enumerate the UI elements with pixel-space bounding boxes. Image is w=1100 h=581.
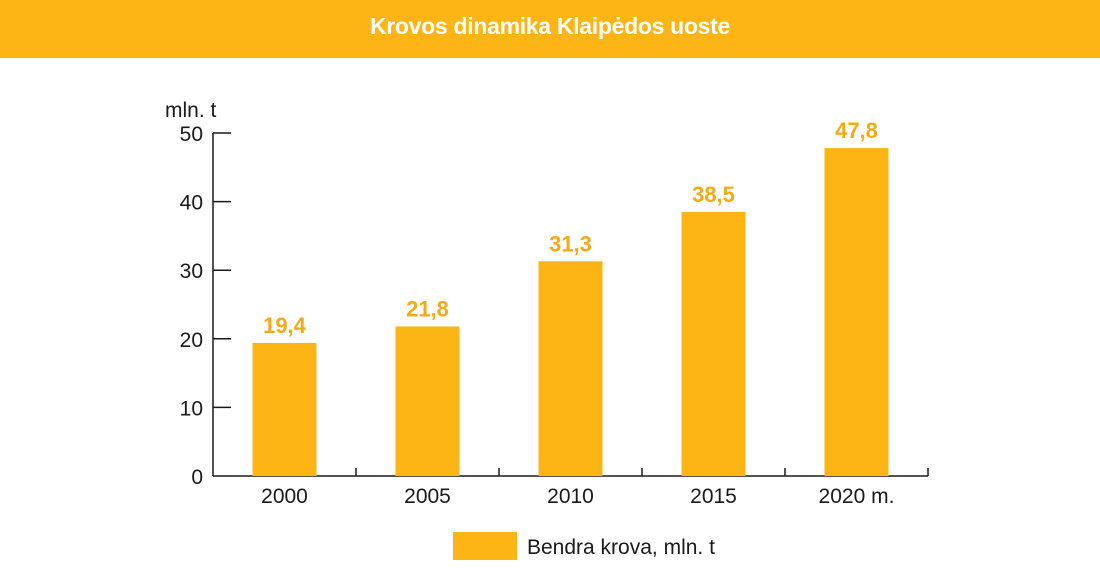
chart-header: Krovos dinamika Klaipėdos uoste (0, 0, 1100, 58)
legend-swatch (453, 532, 517, 560)
x-tick-label: 2005 (404, 485, 451, 508)
x-tick-label: 2015 (690, 485, 737, 508)
value-label: 21,8 (406, 296, 449, 321)
bar-2015 (681, 211, 746, 476)
x-tick-label: 2020 m. (819, 485, 895, 508)
y-axis-label: mln. t (165, 99, 217, 122)
chart-title: Krovos dinamika Klaipėdos uoste (369, 13, 731, 39)
value-label: 38,5 (692, 182, 735, 207)
bar-2020m (824, 148, 889, 477)
x-tick-label: 2000 (261, 485, 308, 508)
y-tick-label: 20 (180, 329, 203, 352)
x-tick-label: 2010 (547, 485, 594, 508)
y-tick-label: 10 (180, 397, 203, 420)
y-tick-label: 50 (180, 123, 203, 146)
y-tick-label: 30 (180, 260, 203, 283)
bar-2010 (538, 261, 603, 476)
value-label: 47,8 (835, 118, 878, 143)
bar-2005 (395, 326, 460, 476)
bar-2000 (252, 342, 317, 476)
legend-label: Bendra krova, mln. t (527, 536, 715, 559)
value-label: 19,4 (263, 313, 307, 338)
y-tick-label: 0 (191, 466, 203, 489)
value-label: 31,3 (549, 231, 592, 256)
y-tick-label: 40 (180, 192, 203, 215)
